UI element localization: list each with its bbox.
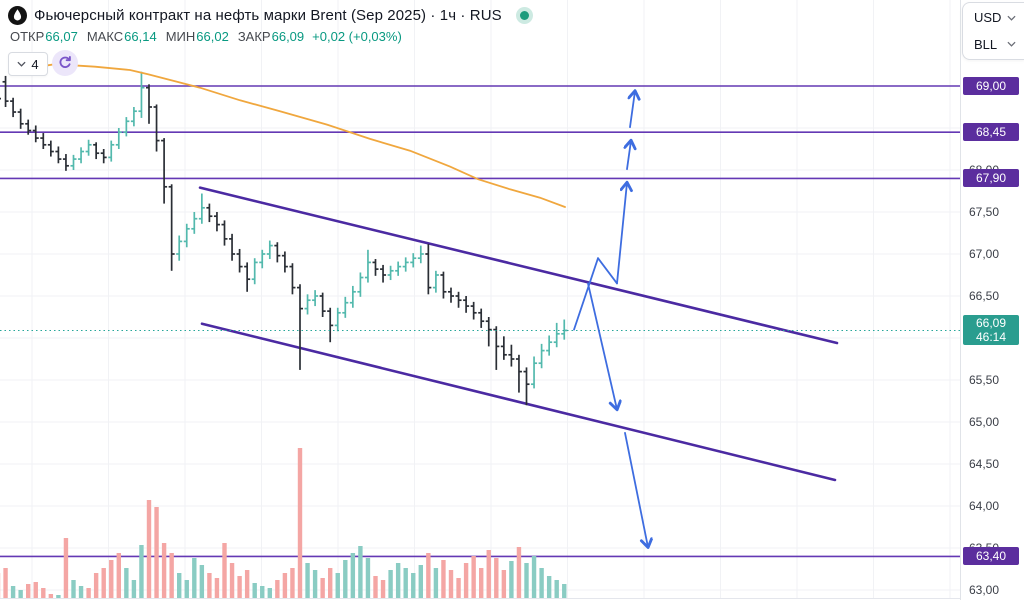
- oil-drop-icon: [8, 6, 27, 25]
- open-value: 66,07: [45, 29, 78, 44]
- high-label: МАКС: [86, 29, 124, 44]
- price-tick: 67,50: [969, 204, 1000, 219]
- refresh-button[interactable]: [52, 50, 78, 76]
- ohlc-row: ОТКР 66,07 МАКС 66,14 МИН 66,02 ЗАКР 66,09 +…: [10, 29, 533, 44]
- price-tick: 66,50: [969, 288, 1000, 303]
- projection-arrow-down[interactable]: [624, 432, 648, 547]
- horizontal-level-lines[interactable]: [0, 85, 960, 558]
- symbol-title[interactable]: Фьючерсный контракт на нефть марки Brent…: [34, 7, 502, 24]
- unit-select[interactable]: BLL: [963, 32, 1024, 56]
- symbol-legend: Фьючерсный контракт на нефть марки Brent…: [8, 6, 533, 44]
- level-badge: 68,45: [963, 123, 1019, 142]
- level-badge: 69,00: [963, 77, 1019, 95]
- projection-arrow-down[interactable]: [587, 282, 617, 409]
- symbol-settings-panel: USD BLL: [962, 2, 1024, 60]
- price-tick: 64,00: [969, 498, 1000, 513]
- candlestick-bars: [0, 71, 568, 406]
- close-value: 66,09: [271, 29, 305, 44]
- pane-divider: [0, 598, 960, 599]
- chevron-down-icon: [17, 61, 26, 67]
- price-tick: 65,00: [969, 414, 1000, 429]
- projection-arrow-up[interactable]: [597, 257, 618, 285]
- low-label: МИН: [165, 29, 196, 44]
- projection-arrow-up[interactable]: [573, 257, 599, 331]
- market-status-icon[interactable]: [515, 7, 533, 24]
- moving-average-line[interactable]: [17, 63, 566, 208]
- chevron-down-icon: [1007, 42, 1016, 48]
- projection-arrow-up[interactable]: [630, 91, 635, 129]
- volume-bars: [0, 448, 567, 598]
- open-label: ОТКР: [10, 29, 45, 44]
- unit-value: BLL: [974, 36, 998, 52]
- price-tick: 64,50: [969, 456, 1000, 471]
- channel-lower-line[interactable]: [200, 322, 837, 482]
- price-chart: [0, 0, 960, 598]
- price-tick: 63,00: [969, 582, 1000, 597]
- indicators-collapse-button[interactable]: 4: [8, 52, 48, 76]
- price-tick: 67,00: [969, 246, 1000, 261]
- price-tick: 65,50: [969, 372, 1000, 387]
- close-label: ЗАКР: [237, 29, 271, 44]
- level-badge: 67,90: [963, 169, 1019, 188]
- high-value: 66,14: [124, 29, 157, 44]
- refresh-icon: [59, 56, 71, 68]
- grid-lines: [0, 0, 960, 598]
- currency-select[interactable]: USD: [963, 6, 1024, 30]
- change-value: +0,02 (+0,03%): [312, 29, 402, 44]
- projection-arrow-up[interactable]: [627, 141, 631, 171]
- projection-arrow-up[interactable]: [616, 183, 627, 285]
- price-axis[interactable]: 69,0068,5068,0067,5067,0066,5066,0065,50…: [960, 0, 1024, 600]
- channel-upper-line[interactable]: [198, 186, 839, 345]
- chart-pane[interactable]: Фьючерсный контракт на нефть марки Brent…: [0, 0, 960, 600]
- currency-value: USD: [974, 10, 1002, 26]
- projection-arrows[interactable]: [573, 91, 648, 547]
- chevron-down-icon: [1007, 15, 1016, 21]
- last-price-badge: 66,09 46:14: [963, 315, 1019, 346]
- descending-channel[interactable]: [198, 186, 839, 482]
- low-value: 66,02: [196, 29, 229, 44]
- indicators-count: 4: [31, 56, 39, 72]
- level-badge: 63,40: [963, 547, 1019, 566]
